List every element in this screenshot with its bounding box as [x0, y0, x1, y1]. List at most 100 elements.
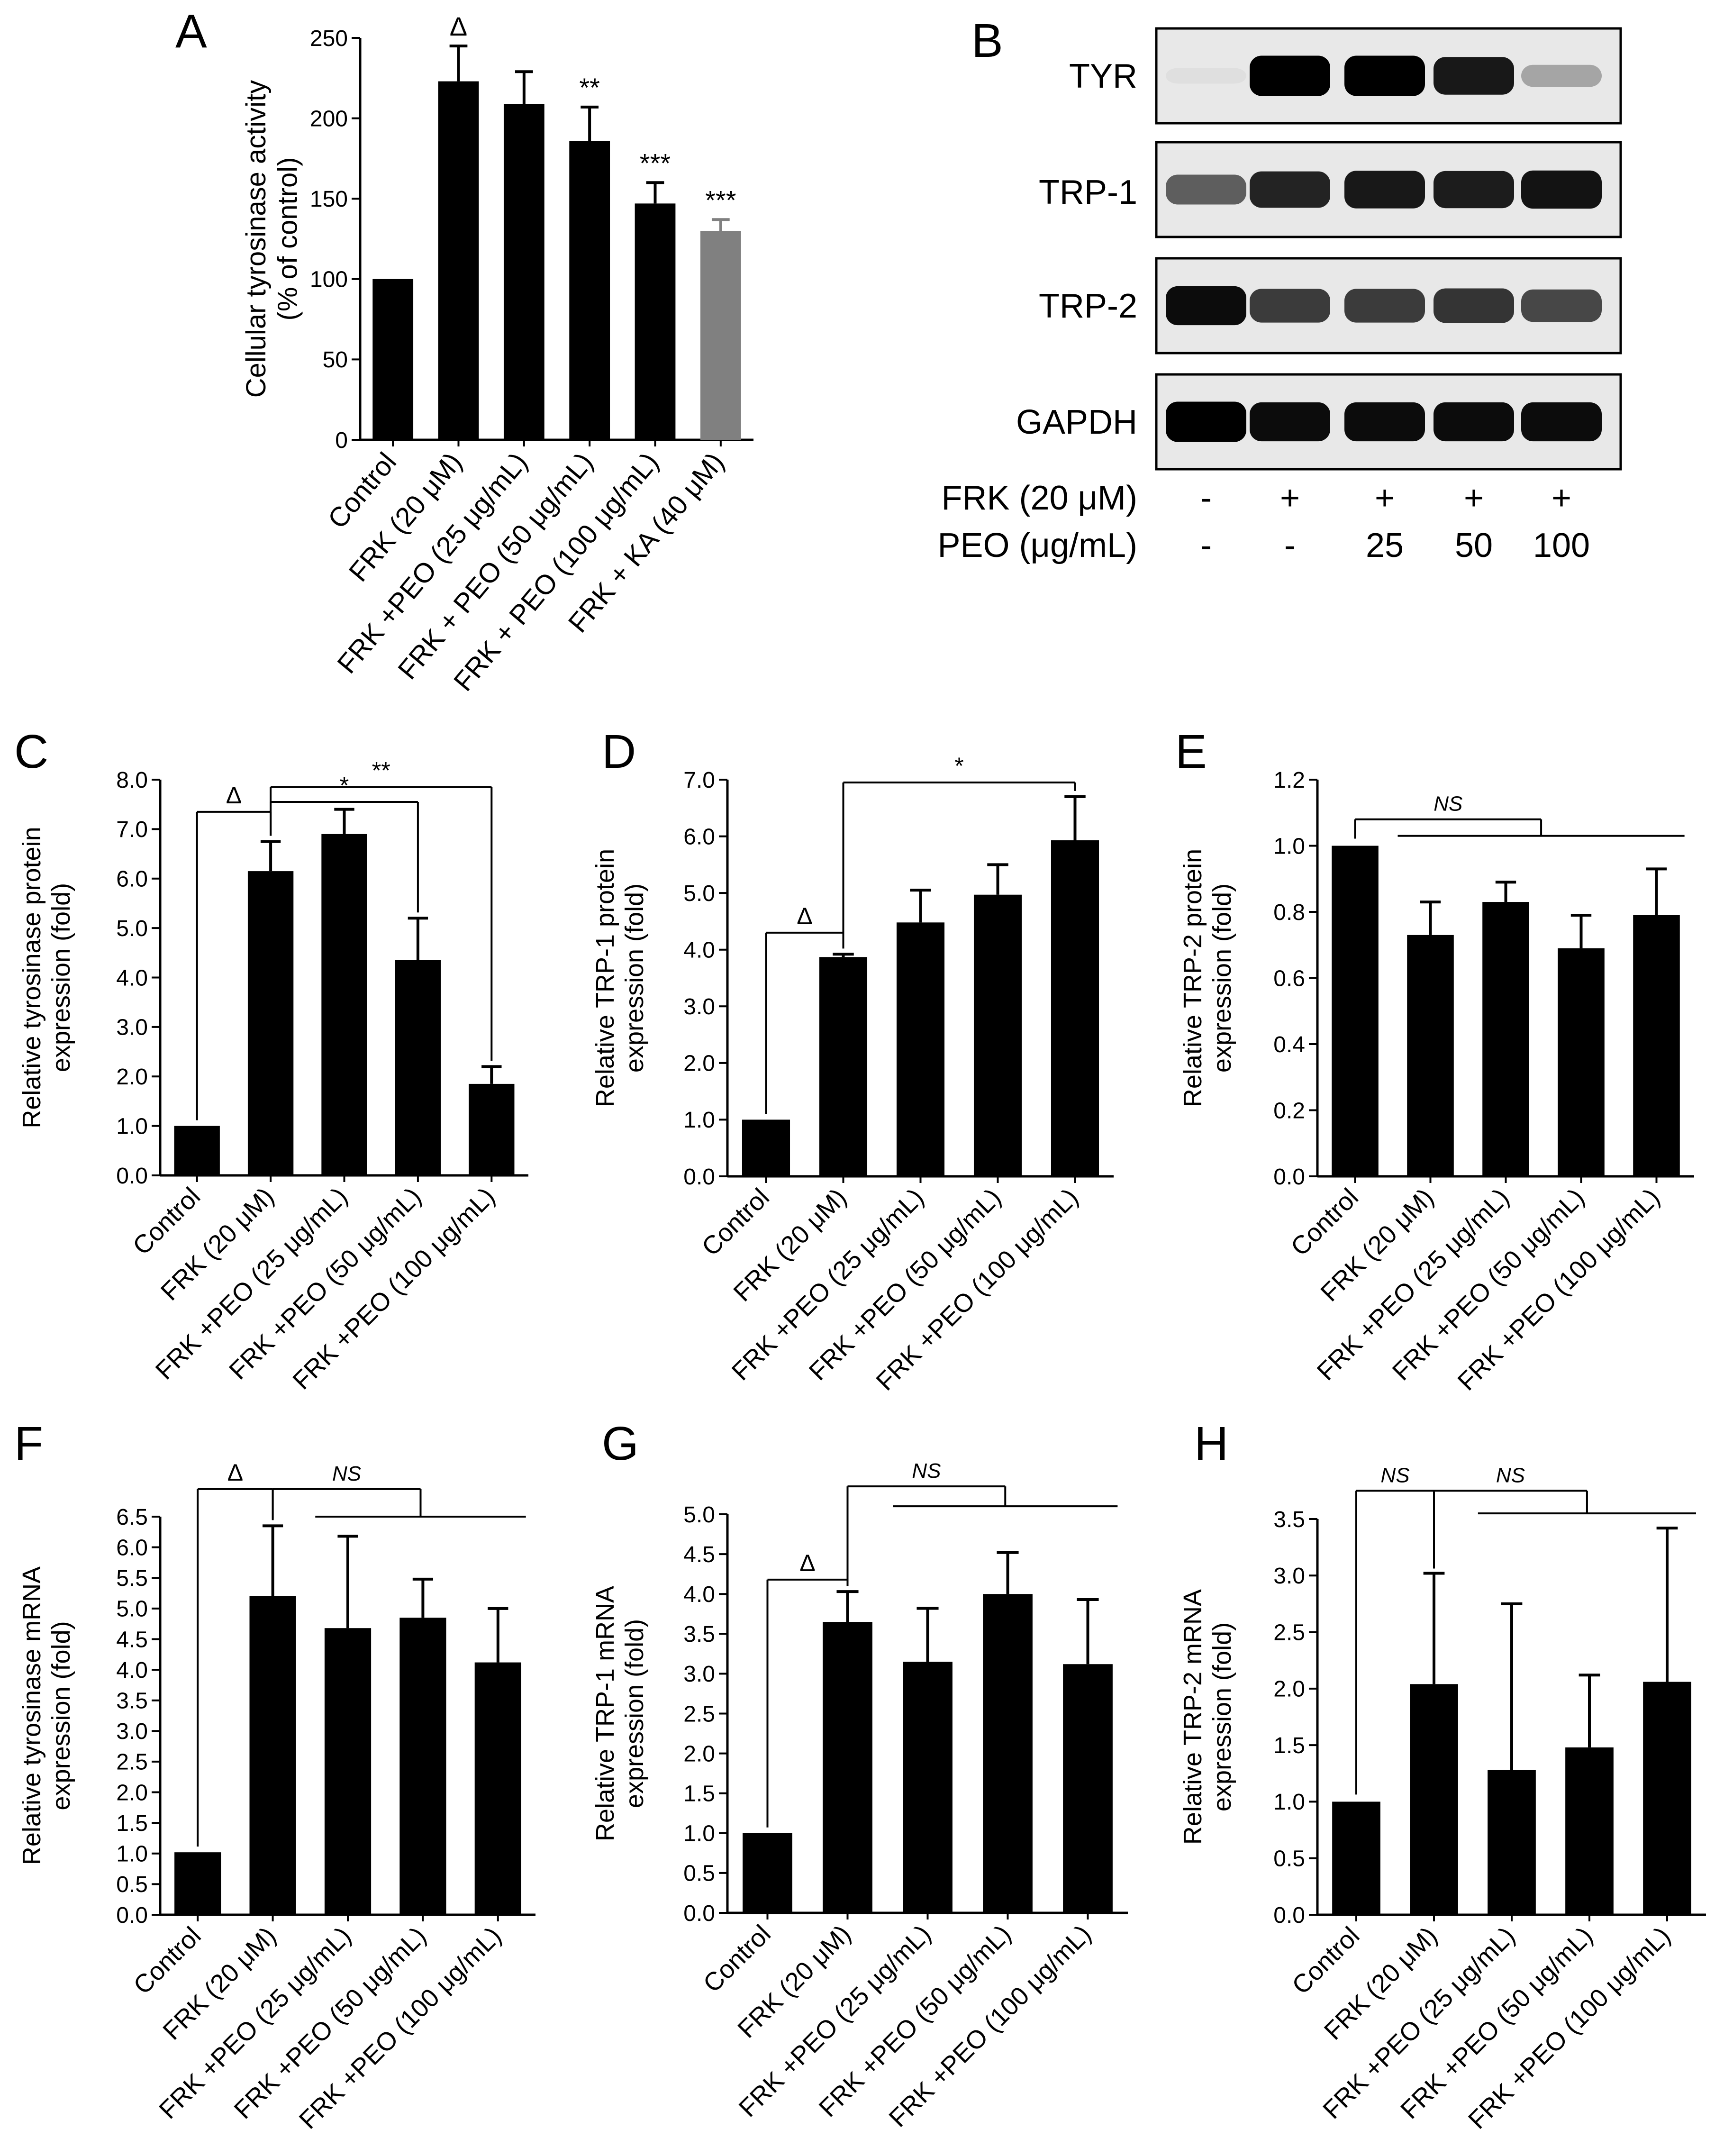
y-axis-label: Relative TRP-2 mRNAexpression (fold): [1179, 1589, 1236, 1845]
y-tick-label: 0.0: [116, 1903, 148, 1928]
y-tick-label: 2.0: [683, 1051, 715, 1076]
blot-row-label: TYR: [1069, 57, 1137, 95]
bar: [399, 1618, 446, 1915]
y-tick-label: 1.0: [683, 1821, 715, 1847]
bar: [983, 1594, 1033, 1913]
y-axis-label: Relative TRP-1 proteinexpression (fold): [591, 849, 649, 1107]
treatment-value: 100: [1533, 527, 1590, 564]
y-axis-label-line: Relative TRP-2 protein: [1179, 849, 1207, 1107]
y-tick-label: 4.0: [683, 1582, 715, 1607]
y-axis-label-line: expression (fold): [620, 883, 649, 1073]
significance-label: Δ: [450, 11, 467, 41]
blot-band: [1521, 402, 1602, 442]
y-tick-label: 2.0: [116, 1064, 148, 1090]
bar: [743, 1833, 792, 1913]
y-tick-label: 0.0: [683, 1901, 715, 1926]
chart-panel-h: 0.0 0.5 1.0 1.5 2.0 2.5 3.0 3.5 Relative TRP-2 m…: [1179, 1464, 1706, 2135]
bracket-label: NS: [1434, 792, 1462, 816]
x-tick-label: Control: [696, 1183, 775, 1262]
y-tick-label: 1.2: [1273, 768, 1305, 793]
y-tick-label: 0.0: [116, 1164, 148, 1189]
y-axis-label: Relative TRP-1 mRNAexpression (fold): [591, 1586, 649, 1841]
y-tick-label: 4.5: [116, 1627, 148, 1652]
panel-label-g: G: [602, 1417, 639, 1470]
y-axis-label: Relative TRP-2 proteinexpression (fold): [1179, 849, 1236, 1107]
y-tick-label: 6.0: [116, 867, 148, 892]
bar: [1332, 846, 1379, 1176]
y-tick-label: 1.0: [116, 1114, 148, 1139]
panel-label-b: B: [971, 14, 1003, 67]
treatment-value: -: [1200, 527, 1212, 564]
y-tick-label: 5.0: [683, 881, 715, 906]
y-tick-label: 2.0: [116, 1780, 148, 1805]
panel-label-c: C: [14, 725, 48, 778]
y-tick-label: 3.0: [116, 1015, 148, 1040]
y-tick-label: 7.0: [116, 817, 148, 842]
bar: [823, 1622, 872, 1913]
bar: [903, 1662, 953, 1913]
chart-panel-c: 0.0 1.0 2.0 3.0 4.0 5.0 6.0 7.0 8.0 Relative tyro…: [18, 757, 528, 1395]
bar: [1565, 1747, 1614, 1915]
panel-label-d: D: [602, 725, 636, 778]
chart-panel-g: 0.0 0.5 1.0 1.5 2.0 2.5 3.0 3.5 4.0 4.5 5.0 Relativ…: [591, 1459, 1128, 2133]
y-tick-label: 1.5: [116, 1811, 148, 1836]
y-axis-label-line: expression (fold): [47, 1621, 75, 1810]
blot-band: [1434, 57, 1514, 95]
treatment-label: FRK (20 μM): [941, 479, 1137, 517]
chart-panel-f: 0.0 0.5 1.0 1.5 2.0 2.5 3.0 3.5 4.0 4.5 5.0 5.5 6.0 6…: [18, 1459, 535, 2135]
blot-band: [1521, 170, 1602, 209]
y-tick-label: 4.0: [116, 965, 148, 991]
bracket-label: NS: [332, 1462, 361, 1485]
bar: [321, 834, 367, 1175]
y-tick-label: 2.5: [116, 1750, 148, 1775]
bar: [1488, 1770, 1536, 1915]
blot-band: [1166, 401, 1246, 442]
y-tick-label: 6.0: [683, 824, 715, 849]
y-tick-label: 0.5: [1273, 1847, 1305, 1872]
treatment-value: +: [1280, 479, 1300, 517]
bar: [1643, 1682, 1691, 1915]
bracket-label: Δ: [227, 1459, 243, 1486]
bar: [569, 141, 610, 440]
bar: [474, 1662, 521, 1915]
bar: [469, 1083, 515, 1175]
y-axis-label: Relative tyrosinase proteinexpression (f…: [18, 827, 75, 1128]
y-tick-label: 0.2: [1273, 1098, 1305, 1123]
y-axis-label-line: expression (fold): [1208, 883, 1236, 1073]
significance-label: ***: [640, 148, 671, 178]
chart-panel-a: 0 50 100 150 200 250 Cellular tyrosinase activ…: [241, 11, 753, 697]
y-axis-label-line: Relative tyrosinase mRNA: [18, 1566, 46, 1865]
y-tick-label: 4.0: [116, 1658, 148, 1683]
y-tick-label: 0.4: [1273, 1032, 1305, 1057]
y-tick-label: 3.0: [683, 1662, 715, 1687]
y-tick-label: 0.0: [683, 1164, 715, 1190]
bracket-label: NS: [912, 1459, 941, 1483]
y-axis-label-line: Relative TRP-1 protein: [591, 849, 619, 1107]
bar: [973, 894, 1022, 1176]
blot-band: [1250, 171, 1330, 208]
bracket-label: NS: [1380, 1464, 1409, 1487]
bar: [819, 957, 868, 1176]
bar: [372, 279, 414, 440]
bar: [1482, 902, 1529, 1176]
blot-band: [1344, 55, 1425, 96]
treatment-value: +: [1552, 479, 1571, 517]
y-tick-label: 3.5: [1273, 1507, 1305, 1532]
bracket-label: *: [340, 772, 349, 799]
y-axis-label-line: Relative tyrosinase protein: [18, 827, 46, 1128]
bar: [742, 1119, 790, 1176]
y-tick-label: 250: [310, 26, 348, 51]
y-tick-label: 3.5: [116, 1688, 148, 1713]
bar: [395, 960, 441, 1175]
blot-band: [1250, 402, 1330, 442]
chart-panel-e: 0.0 0.2 0.4 0.6 0.8 1.0 1.2 Relative TRP-2 prot…: [1179, 768, 1694, 1396]
bar: [438, 81, 479, 440]
y-tick-label: 2.5: [683, 1701, 715, 1727]
treatment-value: -: [1200, 479, 1212, 517]
panel-label-a: A: [175, 5, 207, 58]
blot-band: [1166, 68, 1246, 84]
y-tick-label: 100: [310, 267, 348, 292]
bar: [1407, 935, 1454, 1176]
y-axis-label-line: expression (fold): [47, 883, 75, 1072]
